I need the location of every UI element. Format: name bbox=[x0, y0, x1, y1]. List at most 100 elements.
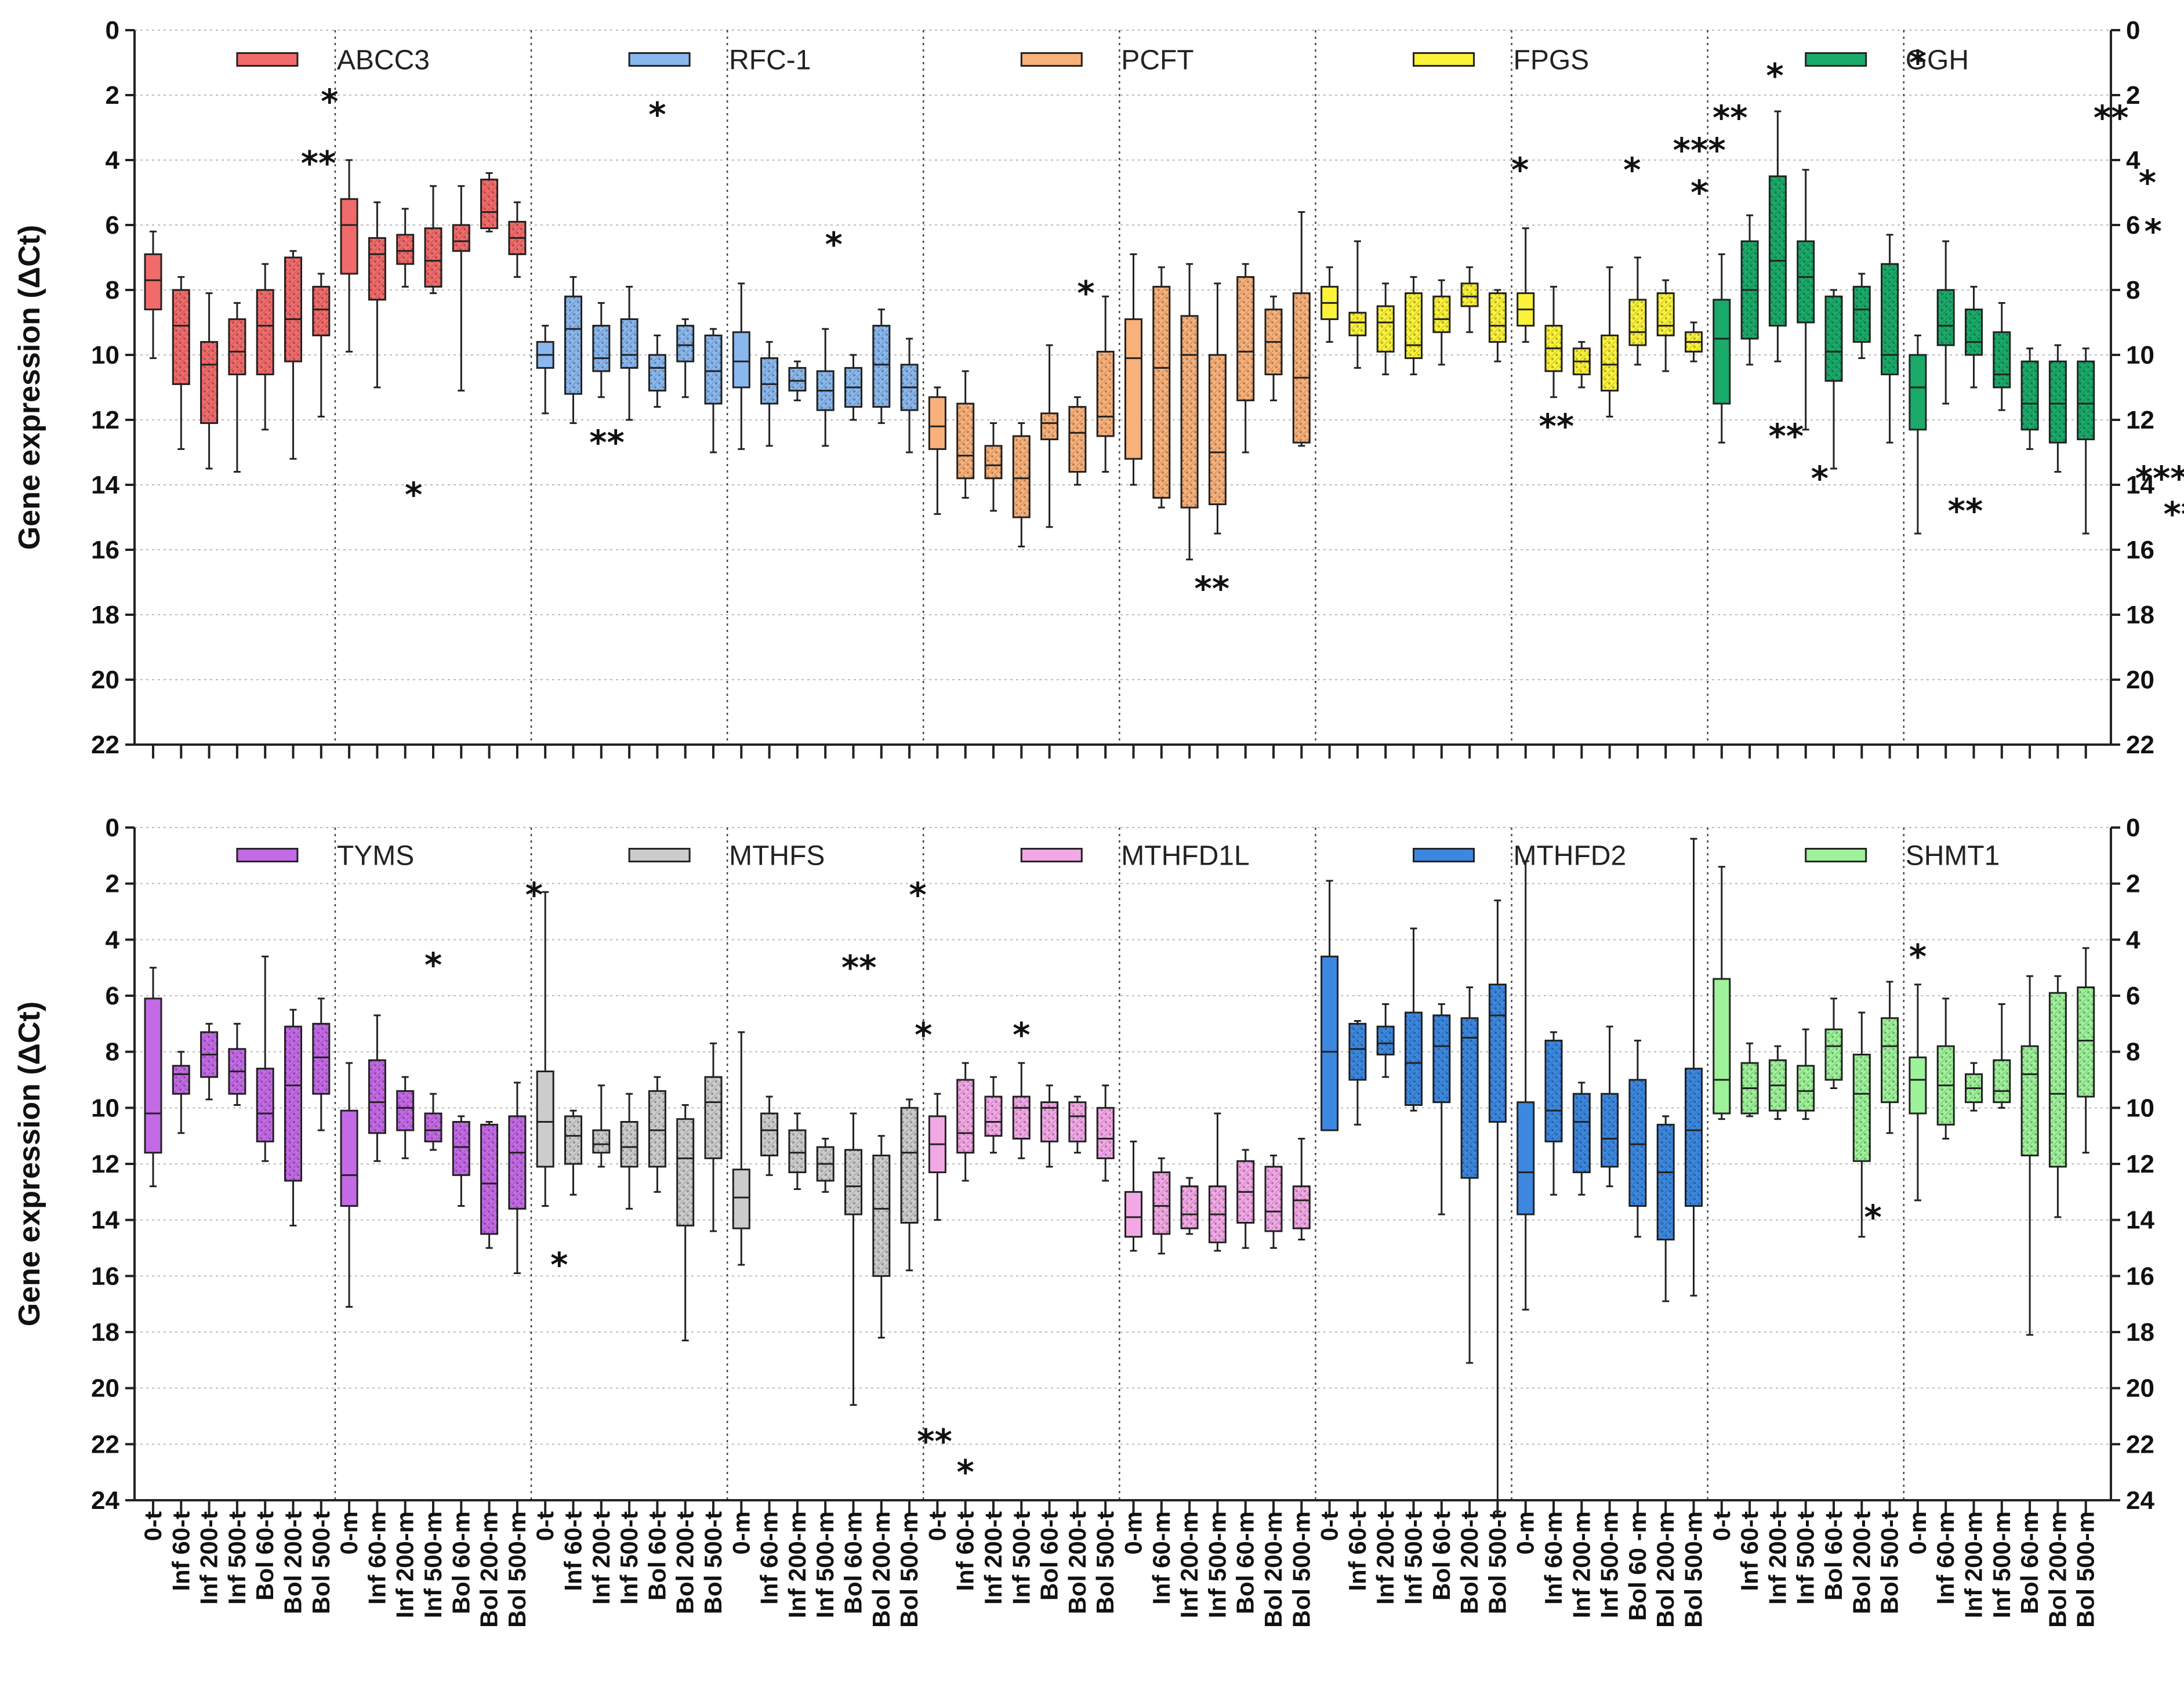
box-ABCC3-t-4 bbox=[256, 263, 274, 431]
box-SHMT1-t-6 bbox=[1881, 981, 1899, 1134]
box-RFC-1-t-6 bbox=[704, 328, 723, 453]
box-pattern bbox=[1881, 264, 1898, 375]
x-category-label: Inf 60-m bbox=[1540, 1511, 1567, 1605]
box-TYMS-t-6 bbox=[312, 997, 331, 1131]
box-pattern bbox=[705, 335, 721, 404]
box-MTHFS-m-1 bbox=[760, 1095, 779, 1176]
x-category-label: 0-t bbox=[923, 1511, 950, 1541]
y-tick-label-right: 2 bbox=[2126, 870, 2140, 898]
y-tick-label-right: 10 bbox=[2126, 341, 2154, 369]
y-tick-label-right: 4 bbox=[2126, 146, 2141, 175]
box-MTHFD1L-t-0 bbox=[928, 1093, 946, 1221]
box-TYMS-t-3 bbox=[228, 1022, 246, 1106]
box-PCFT-t-2 bbox=[984, 422, 1003, 512]
y-tick-label-left: 8 bbox=[106, 276, 119, 304]
x-category-label: Bol 60-m bbox=[1232, 1511, 1259, 1614]
box-SHMT1-t-2 bbox=[1768, 1045, 1787, 1120]
box-pattern bbox=[1097, 351, 1114, 436]
box-PCFT-t-0 bbox=[928, 386, 946, 515]
legend-ABCC3: ABCC3 bbox=[236, 45, 430, 76]
box-ABCC3-m-3 bbox=[424, 185, 442, 295]
box-pattern bbox=[173, 290, 190, 384]
significance-marker: ** bbox=[917, 1422, 952, 1461]
significance-marker: * bbox=[2144, 212, 2161, 251]
box-pattern bbox=[1797, 241, 1814, 322]
x-category-label: Inf 60-t bbox=[952, 1511, 979, 1591]
box-PCFT-m-5 bbox=[1264, 295, 1283, 401]
box-pattern bbox=[257, 1068, 274, 1142]
y-tick-label-left: 14 bbox=[91, 1206, 119, 1235]
x-category-label: Bol 500-t bbox=[1483, 1511, 1511, 1614]
box-RFC-1-m-1 bbox=[760, 341, 779, 447]
significance-marker: * bbox=[1909, 43, 1927, 82]
significance-marker: ** bbox=[1713, 98, 1748, 137]
box-RFC-1-m-3 bbox=[816, 328, 835, 447]
box-MTHFD2-t-1 bbox=[1348, 1020, 1367, 1126]
x-category-label: Inf 60-m bbox=[1148, 1511, 1175, 1605]
x-category-label: Inf 200-m bbox=[783, 1511, 811, 1618]
box-body bbox=[1713, 299, 1731, 405]
x-category-label: Bol 500-t bbox=[307, 1511, 335, 1614]
box-MTHFD2-m-3 bbox=[1601, 1025, 1619, 1188]
legend-MTHFS: MTHFS bbox=[628, 841, 825, 872]
box-pattern bbox=[873, 325, 890, 407]
y-tick-label-right: 2 bbox=[2126, 81, 2140, 110]
x-category-label: Inf 500-m bbox=[419, 1511, 447, 1618]
box-TYMS-t-2 bbox=[200, 1022, 219, 1101]
box-GGH-t-0 bbox=[1713, 253, 1731, 444]
significance-marker: * bbox=[1690, 173, 1708, 212]
box-ABCC3-m-0 bbox=[340, 159, 358, 353]
box-TYMS-t-1 bbox=[172, 1051, 190, 1134]
box-pattern bbox=[565, 1116, 582, 1164]
box-GGH-t-2 bbox=[1768, 110, 1787, 362]
legend-label: GGH bbox=[1906, 45, 1969, 76]
box-pattern bbox=[369, 238, 386, 300]
x-category-label: Bol 60-m bbox=[2016, 1511, 2043, 1614]
box-SHMT1-m-4 bbox=[2020, 975, 2039, 1336]
box-pattern bbox=[1293, 1186, 1310, 1229]
significance-marker: * bbox=[550, 1245, 568, 1285]
significance-marker: * bbox=[1511, 150, 1529, 190]
box-pattern bbox=[621, 319, 638, 368]
x-category-label: 0-m bbox=[1120, 1511, 1147, 1555]
box-GGH-t-5 bbox=[1852, 273, 1871, 360]
significance-marker: ** bbox=[1539, 407, 1574, 446]
x-category-label: Bol 500-t bbox=[1091, 1511, 1119, 1614]
y-tick-label-left: 0 bbox=[106, 814, 119, 842]
box-GGH-t-1 bbox=[1740, 214, 1759, 366]
box-FPGS-t-1 bbox=[1348, 240, 1367, 369]
box-pattern bbox=[565, 296, 582, 394]
legend-label: MTHFS bbox=[729, 841, 825, 872]
legend-PCFT: PCFT bbox=[1020, 45, 1194, 76]
box-pattern bbox=[397, 1091, 413, 1130]
x-category-label: Inf 500-t bbox=[1792, 1511, 1819, 1605]
x-category-label: Bol 200-m bbox=[868, 1511, 895, 1628]
box-MTHFD1L-t-4 bbox=[1040, 1084, 1059, 1168]
legend-label: MTHFD1L bbox=[1121, 841, 1249, 872]
box-MTHFD2-t-2 bbox=[1376, 1003, 1395, 1078]
significance-marker: * bbox=[525, 875, 543, 915]
box-MTHFD2-m-5 bbox=[1656, 1115, 1675, 1302]
box-GGH-m-2 bbox=[1965, 285, 1983, 389]
box-body bbox=[1320, 955, 1339, 1131]
box-TYMS-m-2 bbox=[396, 1076, 415, 1159]
box-FPGS-m-2 bbox=[1572, 341, 1591, 389]
x-category-label: Bol 200-t bbox=[280, 1511, 307, 1614]
box-PCFT-t-3 bbox=[1012, 422, 1031, 547]
box-MTHFD1L-m-0 bbox=[1124, 1140, 1142, 1252]
significance-marker: * bbox=[1864, 1198, 1881, 1237]
box-pattern bbox=[453, 1122, 470, 1175]
x-category-label: Bol 60-t bbox=[1820, 1511, 1847, 1601]
box-GGH-m-4 bbox=[2020, 347, 2039, 450]
box-GGH-m-3 bbox=[1993, 302, 2011, 411]
box-PCFT-m-6 bbox=[1292, 211, 1311, 447]
significance-marker: *** bbox=[2135, 459, 2184, 498]
box-GGH-t-4 bbox=[1824, 289, 1843, 470]
x-category-label: Bol 500-m bbox=[1680, 1511, 1707, 1628]
box-MTHFS-m-6 bbox=[900, 1098, 919, 1272]
box-MTHFD1L-m-6 bbox=[1292, 1138, 1311, 1240]
significance-marker: * bbox=[1811, 459, 1829, 498]
x-category-label: Inf 200-m bbox=[391, 1511, 419, 1618]
